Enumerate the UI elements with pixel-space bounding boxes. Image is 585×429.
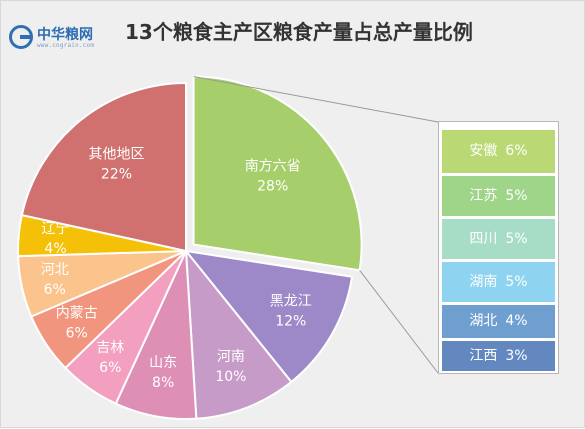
slice-label: 内蒙古	[56, 305, 98, 321]
slice-value-label: 12%	[275, 313, 306, 329]
slice-value-label: 6%	[66, 325, 88, 341]
breakdown-value: 5%	[505, 188, 528, 204]
breakdown-item: 四川 5%	[442, 219, 555, 259]
slice-label: 吉林	[96, 340, 124, 356]
breakdown-label: 安徽	[469, 143, 498, 159]
slice-value-label: 8%	[152, 375, 174, 391]
pie-slice	[192, 75, 363, 272]
breakdown-value: 3%	[505, 348, 528, 364]
breakdown-label: 江苏	[469, 188, 498, 204]
breakdown-item: 湖南 5%	[442, 262, 555, 302]
southern-provinces-breakdown: 安徽 6% 江苏 5% 四川 5% 湖南 5% 湖北 4% 江西 3%	[438, 121, 559, 374]
slice-value-label: 4%	[44, 241, 66, 257]
breakdown-item: 安徽 6%	[442, 130, 555, 173]
chart-title: 13个粮食主产区粮食产量占总产量比例	[125, 20, 473, 44]
slice-value-label: 10%	[215, 369, 246, 385]
breakdown-value: 6%	[505, 143, 528, 159]
breakdown-value: 5%	[505, 274, 528, 290]
breakdown-label: 江西	[469, 348, 498, 364]
breakdown-label: 四川	[469, 231, 498, 247]
connector-line	[193, 76, 439, 123]
connector-line	[359, 269, 439, 374]
breakdown-item: 湖北 4%	[442, 305, 555, 338]
breakdown-item: 江西 3%	[442, 341, 555, 371]
breakdown-label: 湖北	[469, 313, 498, 329]
slice-label: 南方六省	[245, 159, 301, 175]
breakdown-label: 湖南	[469, 274, 498, 290]
breakdown-item: 江苏 5%	[442, 176, 555, 216]
slice-value-label: 6%	[44, 282, 66, 298]
slice-value-label: 28%	[257, 179, 288, 195]
logo-url: www.cngrain.com	[37, 42, 95, 49]
breakdown-value: 5%	[505, 231, 528, 247]
pie-slice	[20, 81, 187, 253]
cngrain-logo-icon	[9, 25, 33, 49]
pie-slice	[184, 247, 293, 420]
slice-value-label: 6%	[99, 360, 121, 376]
slice-label: 河北	[41, 262, 69, 278]
slice-value-label: 22%	[101, 167, 132, 183]
slice-label: 其他地区	[88, 147, 144, 163]
cngrain-logo: 中华粮网 www.cngrain.com	[7, 23, 117, 53]
logo-name: 中华粮网	[37, 27, 93, 43]
pie-slice	[183, 249, 354, 384]
slice-label: 河南	[217, 349, 245, 365]
slice-label: 黑龙江	[270, 293, 312, 309]
slice-label: 山东	[149, 355, 177, 371]
breakdown-value: 4%	[505, 313, 528, 329]
